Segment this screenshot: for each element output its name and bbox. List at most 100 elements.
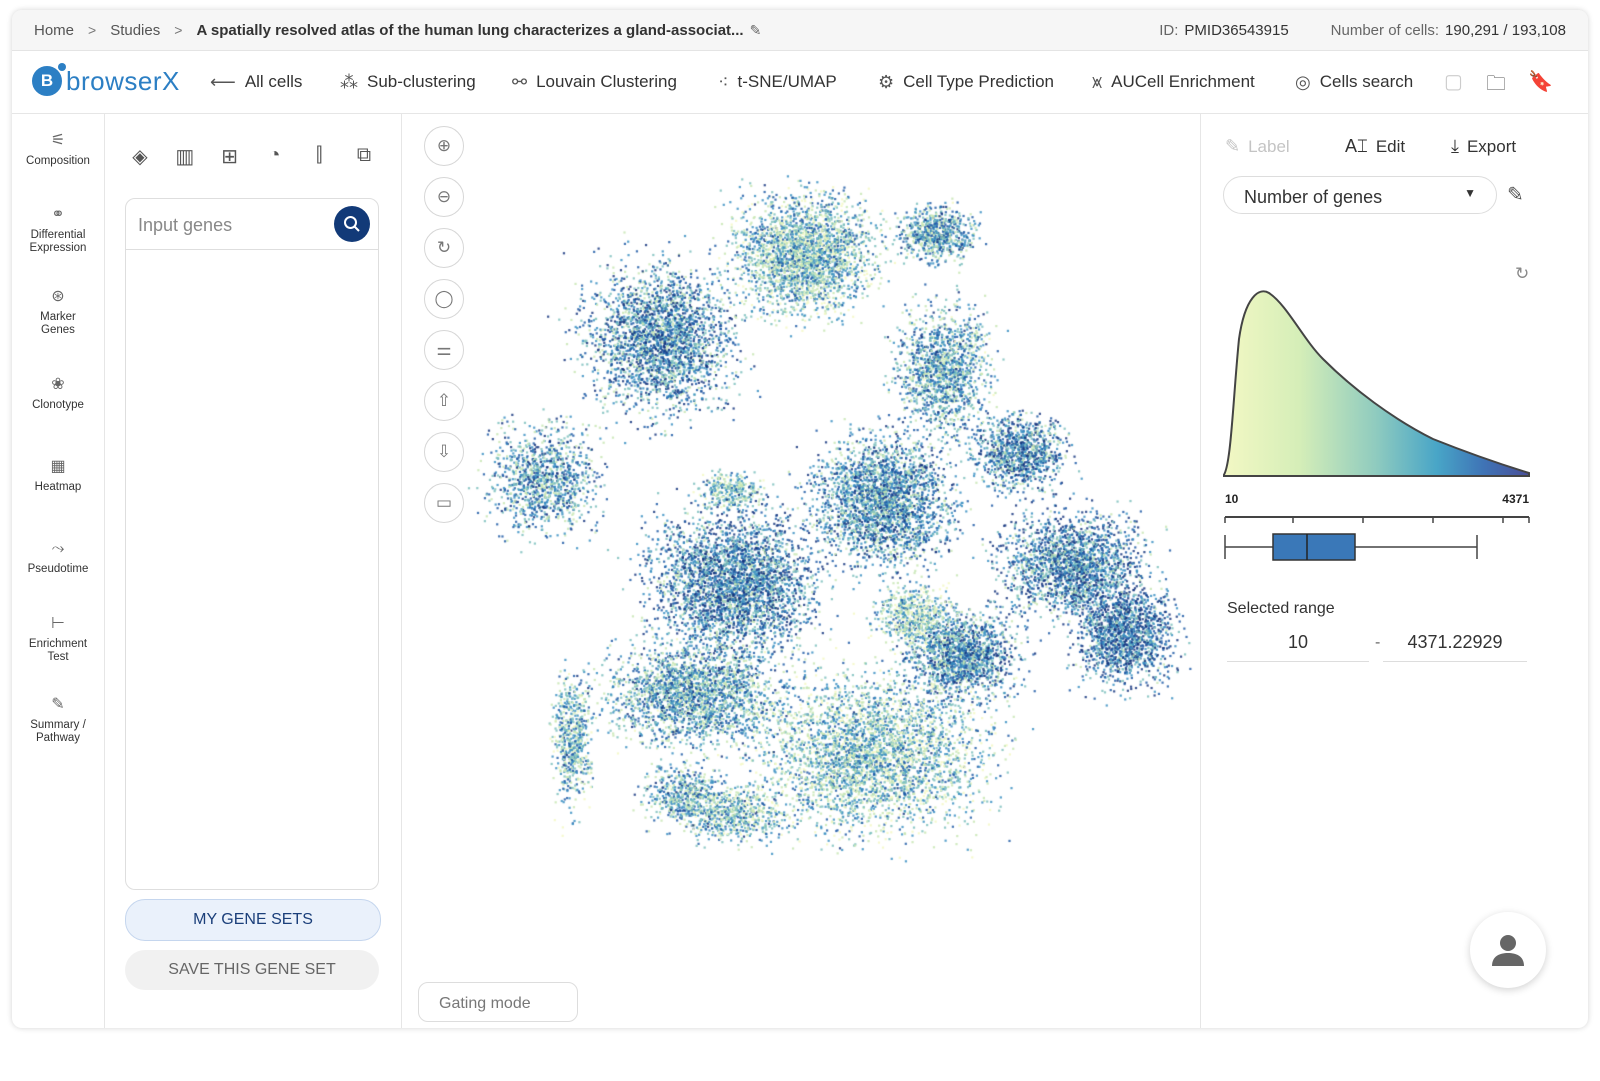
louvain-icon: ⚯	[512, 71, 528, 92]
rail-heatmap[interactable]: ▦ Heatmap	[12, 458, 104, 494]
logo-mark: B	[32, 63, 66, 96]
tsne-umap-button[interactable]: ⁖ t-SNE/UMAP	[718, 51, 837, 113]
reset-view-icon[interactable]: ↻	[424, 228, 464, 268]
user-avatar-button[interactable]	[1470, 912, 1546, 988]
rail-enrichment-test[interactable]: ⊢ Enrichment Test	[12, 616, 104, 664]
search-icon	[344, 216, 360, 232]
browserx-logo[interactable]: B browserX	[32, 59, 182, 103]
cells-search-button[interactable]: ◎ Cells search	[1295, 51, 1413, 113]
main-toolbar: B browserX ⟵ All cells ⁂ Sub-clustering …	[12, 51, 1588, 114]
edit-button-text: Edit	[1375, 136, 1406, 156]
settings-sliders-icon[interactable]: ⚌	[424, 330, 464, 370]
save-as-icon[interactable]: 🗀	[1486, 73, 1506, 95]
box-plot-icon[interactable]: ⫿	[315, 144, 323, 166]
breadcrumb-studies[interactable]: Studies	[110, 21, 161, 39]
upload-icon[interactable]: ⇧	[424, 381, 464, 421]
heatmap-icon: ▦	[50, 458, 66, 475]
rail-summary-pathway[interactable]: ✎ Summary / Pathway	[12, 696, 104, 745]
bookmark-icon[interactable]: 🔖	[1528, 71, 1553, 93]
rail-clonotype[interactable]: ❀ Clonotype	[12, 377, 104, 412]
rail-label: Summary / Pathway	[30, 719, 86, 744]
download-icon: ⤓	[1451, 136, 1459, 156]
save-view-icon[interactable]: ▭	[424, 483, 464, 523]
louvain-clustering-button[interactable]: ⚯ Louvain Clustering	[512, 51, 677, 113]
edit-button[interactable]: A⌶ Edit	[1345, 136, 1405, 157]
range-min-input[interactable]: 10	[1227, 626, 1369, 662]
id-label: ID:	[1159, 21, 1179, 39]
save-gene-set-button[interactable]: SAVE THIS GENE SET	[125, 950, 379, 990]
rail-differential-expression[interactable]: ⚭ Differential Expression	[12, 207, 104, 255]
sub-clustering-label: Sub-clustering	[367, 72, 476, 91]
my-gene-sets-button[interactable]: MY GENE SETS	[125, 899, 381, 941]
zoom-in-icon[interactable]: ⊕	[424, 126, 464, 166]
rail-composition[interactable]: ⚟ Composition	[12, 132, 104, 168]
edit-title-icon[interactable]: ✎	[749, 21, 762, 38]
range-max-input[interactable]: 4371.22929	[1383, 626, 1527, 662]
save-disabled-icon[interactable]: ▢	[1444, 71, 1463, 93]
range-dash: -	[1375, 634, 1381, 651]
pie-chart-icon[interactable]: ◔	[268, 144, 281, 166]
aucell-enrichment-label: AUCell Enrichment	[1111, 72, 1255, 91]
prediction-icon: ⚙	[878, 71, 895, 92]
cells-search-label: Cells search	[1319, 72, 1414, 91]
bar-chart-icon[interactable]: ▥	[175, 146, 195, 168]
pseudotime-icon: ⤳	[51, 540, 65, 557]
analysis-rail: ⚟ Composition ⚭ Differential Expression …	[12, 114, 105, 1028]
all-cells-button[interactable]: ⟵ All cells	[210, 51, 302, 113]
logo-text: browserX	[66, 65, 180, 96]
rail-marker-genes[interactable]: ⊛ Marker Genes	[12, 288, 104, 337]
selected-range-label: Selected range	[1227, 600, 1335, 617]
breadcrumb: Home > Studies > A spatially resolved at…	[12, 22, 761, 39]
edit-square-icon[interactable]: ✎	[1507, 184, 1524, 206]
rail-pseudotime[interactable]: ⤳ Pseudotime	[12, 540, 104, 576]
density-plot-icon[interactable]: ⧉	[356, 144, 372, 166]
violin-plot-icon[interactable]: ◈	[132, 146, 148, 168]
composition-icon: ⚟	[50, 132, 66, 149]
label-button[interactable]: ✎ Label	[1225, 136, 1290, 157]
lasso-select-icon[interactable]: ◯	[424, 279, 464, 319]
user-icon	[1492, 935, 1524, 966]
umap-scatter-canvas[interactable]	[402, 114, 1199, 1028]
gene-search-input[interactable]	[136, 209, 330, 241]
sub-clustering-button[interactable]: ⁂ Sub-clustering	[340, 51, 476, 113]
download-icon[interactable]: ⇩	[424, 432, 464, 472]
umap-plot-area: ⊕ ⊖ ↻ ◯ ⚌ ⇧ ⇩ ▭ Gating mode	[402, 114, 1199, 1028]
metric-select-value: Number of genes	[1244, 187, 1383, 207]
aucell-enrichment-button[interactable]: ⩙ AUCell Enrichment	[1092, 51, 1255, 113]
breadcrumb-current-study: A spatially resolved atlas of the human …	[196, 21, 744, 39]
cells-value: 190,291 / 193,108	[1445, 21, 1566, 39]
refresh-icon[interactable]: ↻	[1515, 264, 1530, 283]
cell-type-prediction-label: Cell Type Prediction	[903, 72, 1055, 91]
density-histogram[interactable]: 10 4371	[1223, 279, 1543, 569]
text-edit-icon: A⌶	[1345, 136, 1368, 156]
label-button-text: Label	[1248, 136, 1290, 156]
breadcrumb-home[interactable]: Home	[34, 21, 75, 39]
dot-plot-icon[interactable]: ⊞	[221, 146, 238, 168]
cells-label: Number of cells:	[1330, 21, 1440, 39]
label-pen-icon: ✎	[1225, 136, 1241, 156]
gene-search-button[interactable]	[334, 206, 370, 242]
summary-pathway-icon: ✎	[51, 696, 65, 713]
zoom-out-icon[interactable]: ⊖	[424, 177, 464, 217]
export-button-text: Export	[1466, 136, 1517, 156]
right-panel: ✎ Label A⌶ Edit ⤓ Export Number of genes…	[1200, 114, 1588, 1028]
range-ticks	[1224, 517, 1530, 523]
sub-cluster-icon: ⁂	[340, 71, 358, 92]
search-icon: ◎	[1295, 71, 1311, 92]
density-min-label: 10	[1225, 492, 1239, 506]
cell-type-prediction-button[interactable]: ⚙ Cell Type Prediction	[878, 51, 1054, 113]
gene-input-row	[126, 199, 378, 250]
metric-select[interactable]: Number of genes ▼	[1223, 176, 1497, 214]
export-button[interactable]: ⤓ Export	[1451, 136, 1516, 157]
gating-mode-toggle[interactable]: Gating mode	[418, 982, 578, 1022]
study-meta: ID: PMID36543915 Number of cells: 190,29…	[1159, 10, 1566, 50]
box-plot[interactable]	[1224, 533, 1478, 561]
marker-genes-icon: ⊛	[51, 288, 65, 305]
rail-label: Marker Genes	[40, 311, 76, 336]
louvain-clustering-label: Louvain Clustering	[536, 72, 677, 91]
caret-down-icon: ▼	[1464, 186, 1476, 200]
rail-label: Composition	[26, 155, 90, 167]
app-window: Home > Studies > A spatially resolved at…	[12, 10, 1588, 1028]
id-value: PMID36543915	[1184, 21, 1289, 39]
rail-label: Differential Expression	[29, 229, 87, 254]
